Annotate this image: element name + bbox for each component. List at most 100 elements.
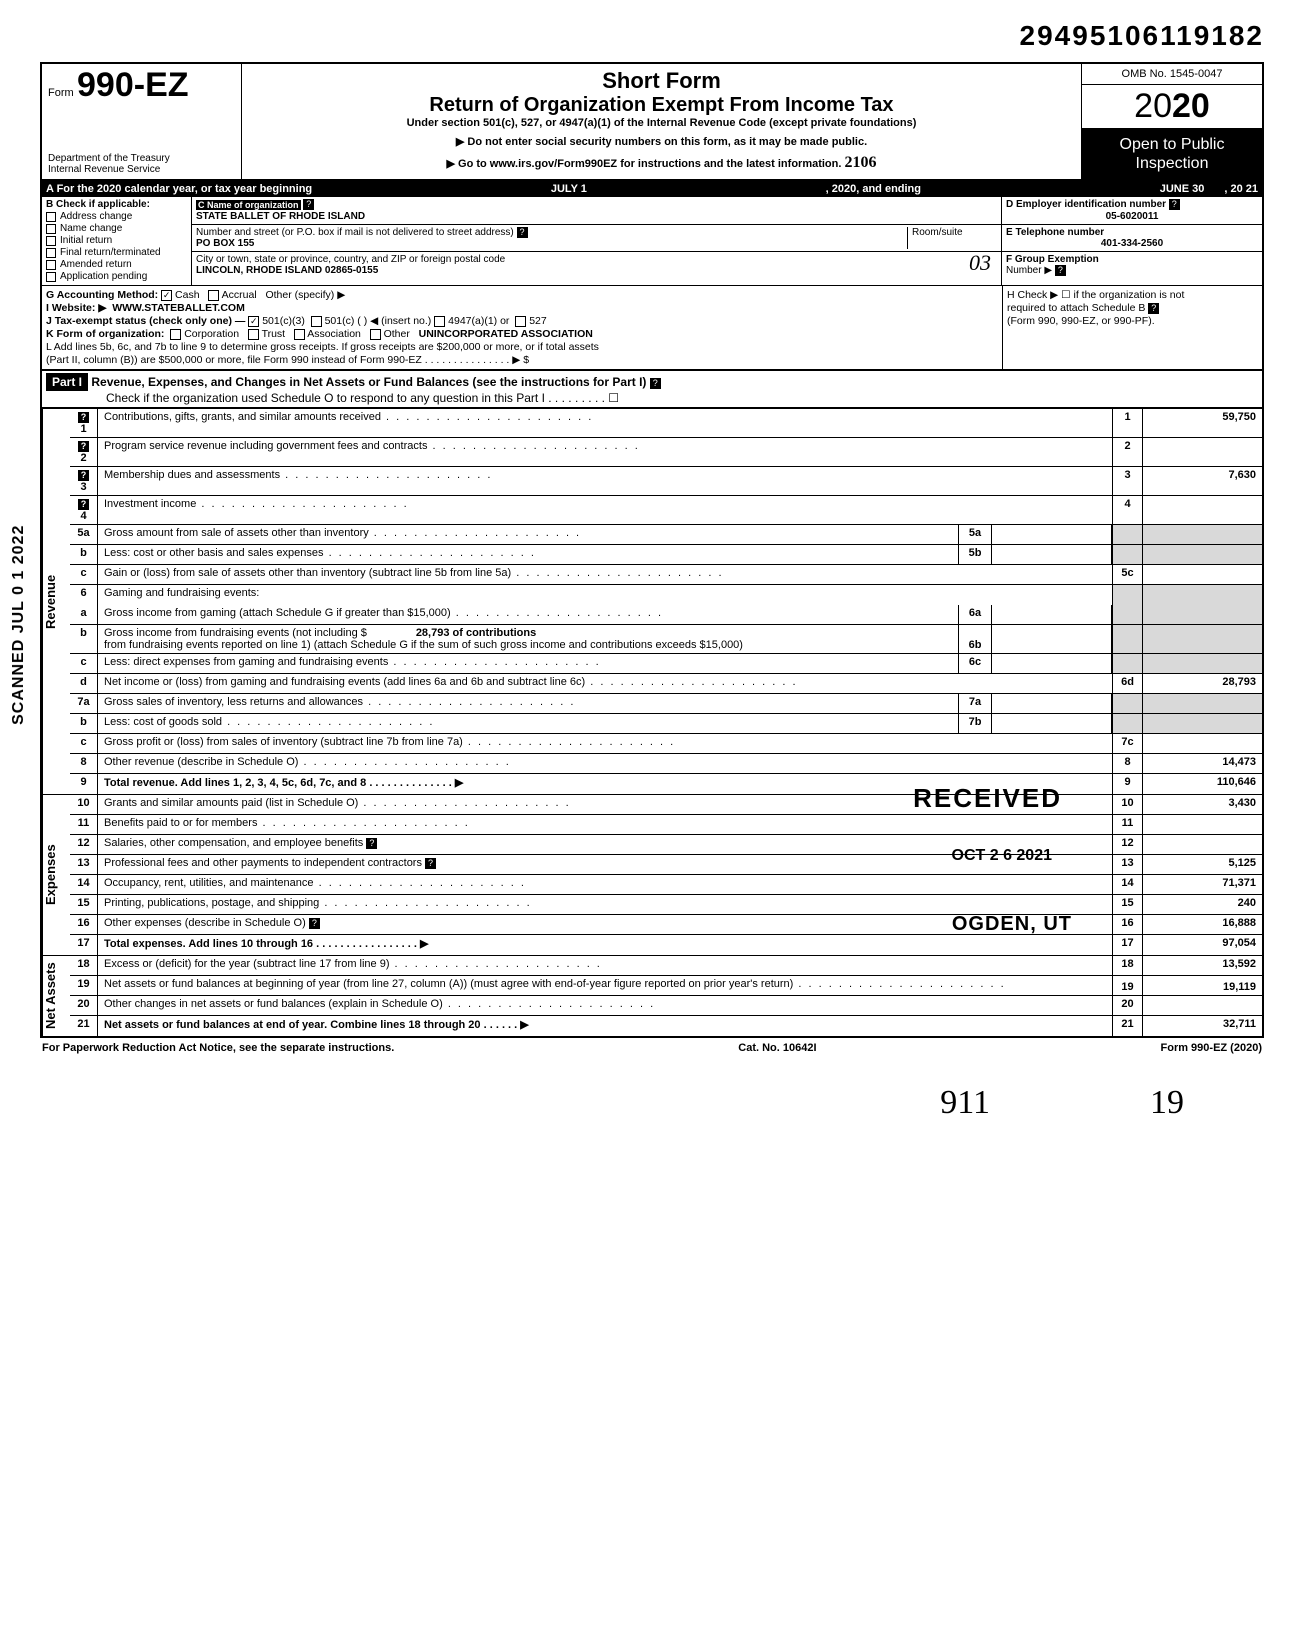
revenue-section: Revenue ?1Contributions, gifts, grants, … bbox=[42, 408, 1262, 794]
chk-label: Initial return bbox=[60, 235, 112, 246]
line-desc: Professional fees and other payments to … bbox=[98, 855, 1112, 874]
grey-cell bbox=[1142, 605, 1262, 624]
f-label: F Group Exemption bbox=[1006, 254, 1099, 265]
line-desc: Other revenue (describe in Schedule O) bbox=[98, 754, 1112, 773]
block-bcdef: B Check if applicable: Address change Na… bbox=[42, 197, 1262, 286]
line-amount: 3,430 bbox=[1142, 795, 1262, 814]
grey-cell bbox=[1112, 525, 1142, 544]
help-icon[interactable]: ? bbox=[366, 838, 377, 849]
chk-corporation[interactable] bbox=[170, 329, 181, 340]
chk-address-change[interactable]: Address change bbox=[46, 211, 187, 222]
help-icon[interactable]: ? bbox=[303, 199, 314, 210]
help-icon[interactable]: ? bbox=[1055, 265, 1066, 276]
other-label: Other (specify) ▶ bbox=[265, 289, 345, 301]
line-ref: 13 bbox=[1112, 855, 1142, 874]
line-ref: 16 bbox=[1112, 915, 1142, 934]
note-2-handwriting: 2106 bbox=[845, 154, 877, 171]
row-a-endyear: , 20 21 bbox=[1224, 183, 1258, 195]
mid-ref: 7a bbox=[958, 694, 992, 713]
line-number: a bbox=[70, 605, 98, 624]
line-ref: 7c bbox=[1112, 734, 1142, 753]
line-ref: 5c bbox=[1112, 565, 1142, 584]
help-icon[interactable]: ? bbox=[1148, 303, 1159, 314]
line-amount: 5,125 bbox=[1142, 855, 1262, 874]
chk-application-pending[interactable]: Application pending bbox=[46, 271, 187, 282]
k-value: UNINCORPORATED ASSOCIATION bbox=[419, 328, 593, 340]
help-icon[interactable]: ? bbox=[650, 378, 661, 389]
handwriting-a: 911 bbox=[940, 1084, 990, 1122]
line-number: b bbox=[70, 625, 98, 653]
help-icon[interactable]: ? bbox=[517, 227, 528, 238]
line-ref: 14 bbox=[1112, 875, 1142, 894]
chk-501c3[interactable]: ✓ bbox=[248, 316, 259, 327]
h-label3: (Form 990, 990-EZ, or 990-PF). bbox=[1007, 315, 1258, 327]
note-1: ▶ Do not enter social security numbers o… bbox=[250, 135, 1073, 148]
help-icon[interactable]: ? bbox=[78, 499, 89, 510]
line-desc: Gross income from fundraising events (no… bbox=[98, 625, 958, 653]
mid-ref: 6b bbox=[958, 625, 992, 653]
row-j: J Tax-exempt status (check only one) — ✓… bbox=[46, 315, 998, 327]
line-ref: 2 bbox=[1112, 438, 1142, 466]
line-desc: Other changes in net assets or fund bala… bbox=[98, 996, 1112, 1015]
row-a-end: JUNE 30 bbox=[1160, 183, 1205, 195]
line-ref: 19 bbox=[1112, 976, 1142, 995]
chk-other[interactable] bbox=[370, 329, 381, 340]
line-number: 13 bbox=[70, 855, 98, 874]
chk-label: Name change bbox=[60, 223, 122, 234]
chk-final-return[interactable]: Final return/terminated bbox=[46, 247, 187, 258]
line-number: c bbox=[70, 565, 98, 584]
chk-527[interactable] bbox=[515, 316, 526, 327]
chk-accrual[interactable] bbox=[208, 290, 219, 301]
help-icon[interactable]: ? bbox=[309, 918, 320, 929]
line-desc: Net income or (loss) from gaming and fun… bbox=[98, 674, 1112, 693]
line-number: 9 bbox=[70, 774, 98, 794]
part-1-header-row: Part I Revenue, Expenses, and Changes in… bbox=[42, 370, 1262, 408]
grey-cell bbox=[1112, 654, 1142, 673]
help-icon[interactable]: ? bbox=[1169, 199, 1180, 210]
row-a-mid: , 2020, and ending bbox=[826, 183, 921, 195]
line-desc: Less: cost or other basis and sales expe… bbox=[98, 545, 958, 564]
line-number: 18 bbox=[70, 956, 98, 975]
help-icon[interactable]: ? bbox=[425, 858, 436, 869]
line-amount: 59,750 bbox=[1142, 409, 1262, 437]
mid-ref: 5b bbox=[958, 545, 992, 564]
chk-trust[interactable] bbox=[248, 329, 259, 340]
line-ref: 12 bbox=[1112, 835, 1142, 854]
mid-val bbox=[992, 625, 1112, 653]
line-ref: 4 bbox=[1112, 496, 1142, 524]
chk-association[interactable] bbox=[294, 329, 305, 340]
line-desc: Gross profit or (loss) from sales of inv… bbox=[98, 734, 1112, 753]
street-label: Number and street (or P.O. box if mail i… bbox=[196, 227, 514, 238]
mid-val bbox=[992, 545, 1112, 564]
chk-501c[interactable] bbox=[311, 316, 322, 327]
line-desc: Program service revenue including govern… bbox=[98, 438, 1112, 466]
opt-label: Association bbox=[307, 328, 361, 340]
chk-4947[interactable] bbox=[434, 316, 445, 327]
header-left: Form 990-EZ Department of the Treasury I… bbox=[42, 64, 242, 179]
line-amount bbox=[1142, 496, 1262, 524]
chk-label: Application pending bbox=[60, 271, 147, 282]
mid-val bbox=[992, 605, 1112, 624]
line-desc: Benefits paid to or for members bbox=[98, 815, 1112, 834]
line-desc: Salaries, other compensation, and employ… bbox=[98, 835, 1112, 854]
line-number: 14 bbox=[70, 875, 98, 894]
row-i: I Website: ▶ WWW.STATEBALLET.COM bbox=[46, 302, 998, 314]
opt-label: Trust bbox=[262, 328, 286, 340]
form-title: Return of Organization Exempt From Incom… bbox=[250, 94, 1073, 117]
website-value: WWW.STATEBALLET.COM bbox=[112, 302, 245, 314]
chk-cash[interactable]: ✓ bbox=[161, 290, 172, 301]
line-ref: 17 bbox=[1112, 935, 1142, 955]
chk-initial-return[interactable]: Initial return bbox=[46, 235, 187, 246]
chk-amended[interactable]: Amended return bbox=[46, 259, 187, 270]
line-amount: 7,630 bbox=[1142, 467, 1262, 495]
city-label: City or town, state or province, country… bbox=[196, 254, 505, 265]
help-icon[interactable]: ? bbox=[78, 412, 89, 423]
chk-name-change[interactable]: Name change bbox=[46, 223, 187, 234]
form-header: Form 990-EZ Department of the Treasury I… bbox=[42, 64, 1262, 181]
line-ref: 9 bbox=[1112, 774, 1142, 794]
help-icon[interactable]: ? bbox=[78, 441, 89, 452]
line-desc: Contributions, gifts, grants, and simila… bbox=[98, 409, 1112, 437]
help-icon[interactable]: ? bbox=[78, 470, 89, 481]
line-number: 8 bbox=[70, 754, 98, 773]
line-number: 10 bbox=[70, 795, 98, 814]
